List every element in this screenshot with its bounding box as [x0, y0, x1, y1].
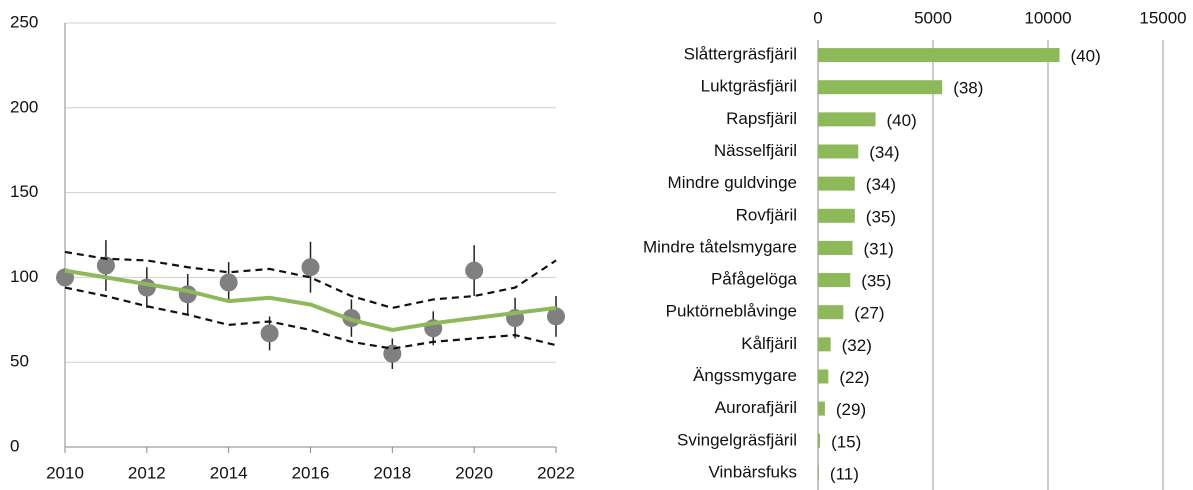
trend-line — [64, 268, 557, 333]
x-tick-label: 15000 — [1139, 8, 1186, 27]
category-label: Kålfjäril — [741, 334, 797, 353]
category-label: Luktgräsfjäril — [701, 77, 797, 96]
count-label: (22) — [839, 368, 869, 387]
count-label: (34) — [866, 175, 896, 194]
x-tick-label: 5000 — [914, 8, 952, 27]
bar — [818, 80, 943, 95]
y-tick-label: 250 — [10, 12, 38, 31]
category-label: Nässelfjäril — [714, 141, 797, 160]
count-label: (38) — [953, 79, 983, 98]
data-point — [301, 258, 320, 277]
data-point — [260, 324, 279, 343]
category-label: Slåttergräsfjäril — [684, 45, 797, 64]
x-tick-label: 2014 — [210, 463, 248, 482]
count-label: (29) — [836, 400, 866, 419]
count-label: (31) — [864, 239, 894, 258]
x-tick-label: 2012 — [128, 463, 166, 482]
category-label: Rovfjäril — [736, 205, 797, 224]
data-point — [219, 273, 238, 292]
x-tick-label: 2020 — [455, 463, 493, 482]
count-label: (27) — [854, 304, 884, 323]
y-tick-label: 150 — [10, 182, 38, 201]
category-label: Aurorafjäril — [715, 398, 797, 417]
y-tick-label: 100 — [10, 267, 38, 286]
data-point — [547, 307, 565, 326]
bar — [818, 433, 821, 448]
bar — [818, 176, 855, 191]
x-tick-label: 2010 — [46, 463, 84, 482]
category-label: Svingelgräsfjäril — [677, 430, 797, 449]
count-label: (15) — [831, 432, 861, 451]
data-point — [383, 344, 402, 363]
bar — [818, 401, 825, 416]
bar — [818, 337, 831, 352]
x-tick-label: 0 — [813, 8, 822, 27]
bar — [818, 369, 829, 384]
y-tick-label: 0 — [10, 436, 19, 455]
x-tick-label: 2016 — [292, 463, 330, 482]
bar — [818, 112, 876, 127]
category-label: Ängssmygare — [693, 366, 797, 385]
x-tick-label: 2018 — [373, 463, 411, 482]
category-label: Rapsfjäril — [726, 109, 797, 128]
bar — [818, 273, 851, 288]
count-label: (40) — [1071, 47, 1101, 66]
category-label: Påfågelöga — [711, 270, 798, 289]
category-label: Mindre guldvinge — [668, 173, 797, 192]
bar — [818, 240, 853, 255]
category-label: Vinbärsfuks — [708, 462, 797, 481]
category-label: Puktörneblåvinge — [666, 302, 797, 321]
y-tick-label: 50 — [10, 352, 29, 371]
bar — [818, 465, 819, 480]
bar — [818, 144, 859, 159]
bar — [818, 48, 1060, 63]
x-tick-label: 2022 — [537, 463, 575, 482]
count-label: (11) — [830, 464, 859, 483]
count-label: (32) — [842, 336, 872, 355]
count-label: (34) — [869, 143, 899, 162]
category-label: Mindre tåtelsmygare — [643, 237, 797, 256]
bar — [818, 208, 855, 223]
data-point — [465, 261, 484, 280]
bar — [818, 305, 844, 320]
x-tick-label: 10000 — [1024, 8, 1071, 27]
count-label: (35) — [866, 207, 896, 226]
count-label: (35) — [861, 272, 891, 291]
data-point — [96, 256, 115, 275]
y-tick-label: 200 — [10, 97, 38, 116]
count-label: (40) — [887, 111, 917, 130]
